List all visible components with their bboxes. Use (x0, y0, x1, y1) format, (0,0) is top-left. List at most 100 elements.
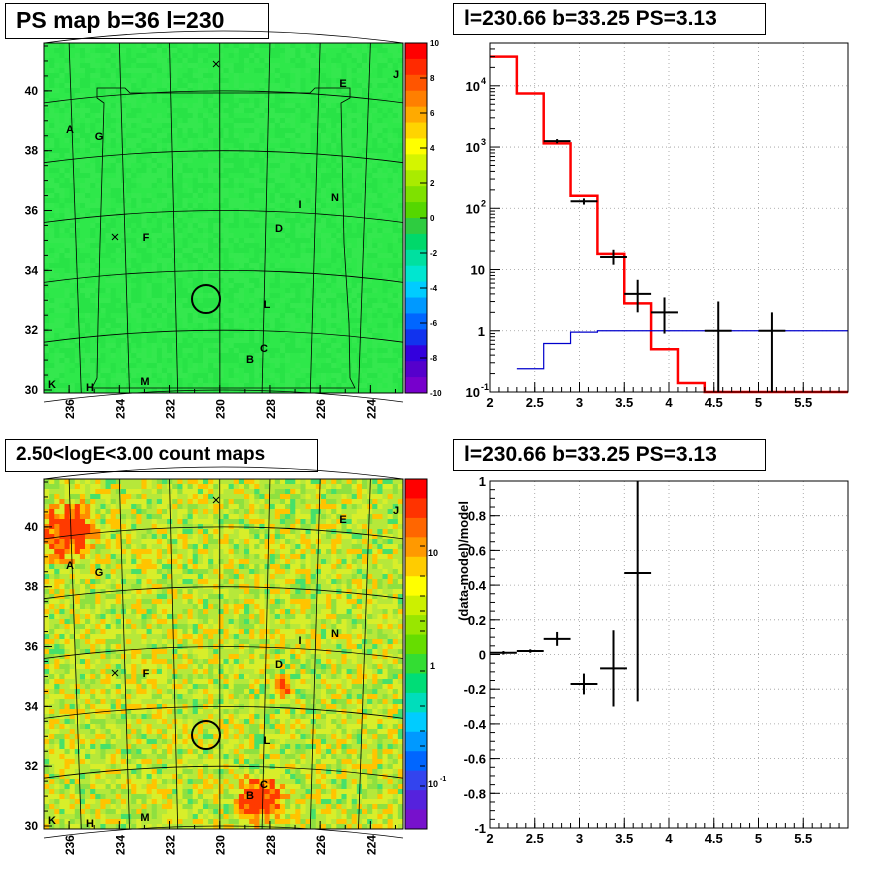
map-pixel (79, 378, 86, 384)
map-pixel (244, 348, 250, 354)
map-pixel (295, 148, 301, 154)
map-pixel (341, 198, 347, 204)
map-pixel (187, 338, 194, 344)
map-pixel (367, 93, 373, 99)
map-pixel (197, 153, 204, 159)
map-pixel (131, 363, 137, 369)
map-pixel (249, 223, 255, 229)
graticule-longitude (358, 42, 371, 394)
map-pixel (290, 178, 296, 184)
map-pixel (167, 203, 173, 209)
map-pixel (54, 223, 60, 229)
map-pixel (274, 213, 281, 219)
map-pixel (259, 163, 265, 169)
map-pixel (238, 138, 245, 144)
map-pixel (351, 353, 358, 359)
map-pixel (115, 288, 122, 294)
map-pixel (69, 48, 76, 54)
map-pixel (110, 73, 117, 79)
map-pixel (156, 153, 163, 159)
map-pixel (351, 388, 358, 394)
map-pixel (197, 313, 204, 319)
map-pixel (372, 253, 378, 259)
map-pixel (120, 208, 127, 214)
map-pixel (64, 368, 71, 374)
map-pixel (285, 273, 291, 279)
map-pixel (213, 58, 219, 64)
map-pixel (372, 178, 378, 184)
map-pixel (382, 163, 389, 169)
map-pixel (264, 323, 271, 329)
map-pixel (213, 278, 219, 284)
map-pixel (192, 153, 199, 159)
map-pixel (274, 263, 281, 269)
map-pixel (341, 348, 347, 354)
map-pixel (202, 353, 209, 359)
map-pixel (172, 243, 178, 249)
map-pixel (105, 313, 112, 319)
map-pixel (95, 113, 101, 119)
map-pixel (105, 188, 112, 194)
map-pixel (172, 323, 178, 329)
map-pixel (356, 98, 363, 104)
map-pixel (305, 178, 312, 184)
map-pixel (315, 308, 322, 314)
map-pixel (156, 228, 163, 234)
map-pixel (151, 158, 158, 164)
map-pixel (64, 103, 71, 109)
map-pixel (85, 188, 91, 194)
map-pixel (167, 173, 173, 179)
map-pixel (336, 303, 342, 309)
map-pixel (192, 58, 199, 64)
map-pixel (320, 93, 327, 99)
map-pixel (315, 133, 322, 139)
map-pixel (161, 358, 168, 364)
map-pixel (331, 318, 337, 324)
map-pixel (300, 228, 306, 234)
map-pixel (269, 383, 276, 389)
map-pixel (100, 343, 106, 349)
map-pixel (244, 153, 250, 159)
map-pixel (351, 213, 358, 219)
map-pixel (182, 63, 188, 69)
map-pixel (131, 173, 137, 179)
map-pixel (264, 183, 271, 189)
map-pixel (202, 188, 209, 194)
map-pixel (151, 298, 158, 304)
map-pixel (290, 378, 296, 384)
map-pixel (213, 218, 219, 224)
map-pixel (274, 353, 281, 359)
map-pixel (387, 348, 394, 354)
map-pixel (285, 378, 291, 384)
map-pixel (54, 298, 60, 304)
map-pixel (326, 208, 332, 214)
map-pixel (356, 283, 363, 289)
map-pixel (315, 138, 322, 144)
map-pixel (95, 93, 101, 99)
map-pixel (110, 128, 117, 134)
map-pixel (382, 203, 389, 209)
map-pixel (326, 58, 332, 64)
map-pixel (326, 233, 332, 239)
map-pixel (141, 123, 147, 129)
map-pixel (141, 358, 147, 364)
map-pixel (300, 333, 306, 339)
map-pixel (315, 213, 322, 219)
map-pixel (49, 163, 55, 169)
map-pixel (161, 198, 168, 204)
map-pixel (90, 178, 96, 184)
map-pixel (254, 83, 260, 89)
map-pixel (274, 153, 281, 159)
map-pixel (69, 313, 76, 319)
map-pixel (115, 308, 122, 314)
map-pixel (187, 158, 194, 164)
map-pixel (356, 128, 363, 134)
map-pixel (249, 98, 255, 104)
map-pixel (223, 138, 230, 144)
map-pixel (100, 368, 106, 374)
map-pixel (90, 238, 96, 244)
map-pixel (367, 343, 373, 349)
map-pixel (161, 68, 168, 74)
map-pixel (259, 243, 265, 249)
map-pixel (264, 243, 271, 249)
